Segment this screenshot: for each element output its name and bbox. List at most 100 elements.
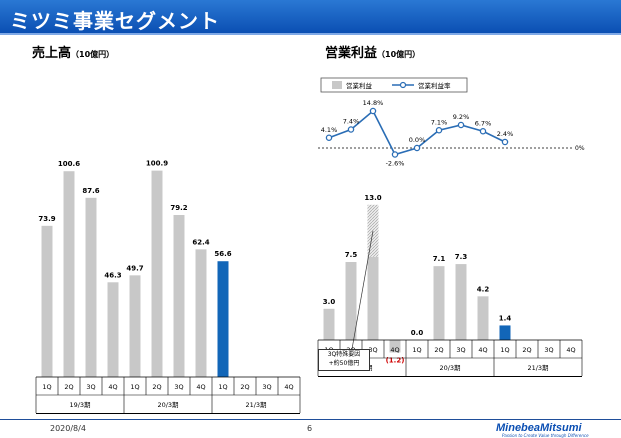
margin-point xyxy=(391,151,399,158)
sales-quarter-label: 4Q xyxy=(108,383,117,391)
op-data-label: 4.2 xyxy=(477,285,490,293)
margin-data-label: 14.8% xyxy=(363,99,384,107)
banner-underline xyxy=(0,33,621,35)
op-data-label: 0.0 xyxy=(411,329,424,337)
title-banner: ミツミ事業セグメント xyxy=(0,0,621,33)
page-title: ミツミ事業セグメント xyxy=(10,9,220,33)
logo-tagline: Passion to Create Value through Differen… xyxy=(502,433,589,438)
op-axis-bottom xyxy=(318,376,582,377)
legend-bar-swatch xyxy=(332,81,342,89)
callout-pointer xyxy=(351,230,374,350)
sales-quarter-label: 3Q xyxy=(86,383,95,391)
margin-data-label: 7.1% xyxy=(431,118,448,126)
sales-quarter-label: 1Q xyxy=(42,383,51,391)
sales-data-label: 73.9 xyxy=(38,215,55,223)
op-quarter-label: 2Q xyxy=(434,346,443,354)
sales-data-label: 87.6 xyxy=(82,187,99,195)
legend-bar-label: 営業利益 xyxy=(346,81,373,90)
op-data-label: 3.0 xyxy=(323,298,336,306)
op-bar-special-factor xyxy=(367,204,379,257)
op-data-label: 7.3 xyxy=(455,253,468,261)
sales-quarter-label: 2Q xyxy=(240,383,249,391)
op-quarter-label: 3Q xyxy=(544,346,553,354)
sales-quarter-label: 3Q xyxy=(174,383,183,391)
margin-zero-label: 0% xyxy=(575,145,585,152)
legend-line-label: 営業利益率 xyxy=(418,81,451,90)
op-bar-negative xyxy=(389,340,401,353)
legend-line-marker xyxy=(399,81,407,89)
sales-data-label: 46.3 xyxy=(104,271,121,279)
sales-bar xyxy=(85,197,97,377)
sales-quarter-label: 2Q xyxy=(152,383,161,391)
sales-unit: （10億円） xyxy=(71,50,115,59)
sales-quarter-label: 1Q xyxy=(130,383,139,391)
margin-point xyxy=(501,138,509,146)
margin-data-label: 9.2% xyxy=(453,113,470,121)
legend: 営業利益 営業利益率 xyxy=(320,77,468,93)
sales-quarter-label: 1Q xyxy=(218,383,227,391)
sales-bar xyxy=(63,171,75,377)
margin-point xyxy=(479,127,487,135)
sales-fiscal-year-label: 21/3期 xyxy=(245,401,267,409)
callout-line2: +約50億円 xyxy=(328,360,360,367)
sales-quarter-label: 4Q xyxy=(196,383,205,391)
op-quarter-label: 1Q xyxy=(412,346,421,354)
op-bar xyxy=(367,256,379,340)
sales-title: 売上高（10億円） xyxy=(32,42,114,61)
sales-data-label: 100.6 xyxy=(58,160,80,168)
op-unit: （10億円） xyxy=(377,50,421,59)
op-quarter-label: 4Q xyxy=(478,346,487,354)
sales-data-label: 100.9 xyxy=(146,160,168,168)
op-quarter-label: 2Q xyxy=(522,346,531,354)
sales-title-text: 売上高 xyxy=(32,46,72,61)
sales-bar xyxy=(41,225,53,377)
margin-point xyxy=(435,127,443,134)
footer-line xyxy=(0,419,621,420)
op-bar xyxy=(323,308,335,340)
op-quarter-label: 3Q xyxy=(368,346,377,354)
margin-chart: 0% 4.1% 7.4% 14.8% -2.6% 0.0% 7.1% 9.2% 6.7% 2.4% xyxy=(318,99,585,168)
sales-data-label: 56.6 xyxy=(214,250,231,258)
op-quarter-label: 3Q xyxy=(456,346,465,354)
sales-bar xyxy=(151,170,163,377)
sales-bar xyxy=(129,275,141,377)
op-quarter-label: 4Q xyxy=(390,346,399,354)
special-factor-callout: 3Q特殊要因 +約50億円 xyxy=(318,349,370,371)
sales-bar xyxy=(217,261,229,377)
sales-data-label: 49.7 xyxy=(126,264,143,272)
margin-point xyxy=(325,134,333,141)
op-data-label: 7.1 xyxy=(433,255,446,263)
sales-chart: 73.9 100.6 87.6 46.3 49.7 100.9 79.2 62.4 56.6 1Q… xyxy=(35,160,301,414)
margin-point xyxy=(457,121,465,129)
margin-point xyxy=(369,107,377,115)
sales-quarter-label: 2Q xyxy=(64,383,73,391)
op-quarter-label: 1Q xyxy=(500,346,509,354)
op-data-label: 13.0 xyxy=(364,194,381,202)
margin-data-label: 7.4% xyxy=(343,118,360,126)
sales-bar xyxy=(107,282,119,377)
op-bar xyxy=(345,262,357,340)
sales-axis-bottom xyxy=(36,413,300,414)
op-title-text: 営業利益 xyxy=(325,46,378,61)
sales-quarter-label: 3Q xyxy=(262,383,271,391)
margin-point xyxy=(413,144,421,152)
op-data-label: 1.4 xyxy=(499,314,512,322)
sales-bar xyxy=(173,215,185,377)
sales-fiscal-year-label: 20/3期 xyxy=(157,401,179,409)
sales-data-label: 79.2 xyxy=(170,204,187,212)
op-fiscal-year-label: 21/3期 xyxy=(527,364,549,372)
footer-date: 2020/8/4 xyxy=(50,424,86,433)
op-bar xyxy=(455,264,467,340)
op-chart: 3.0 7.5 13.0 (1.2) 0.0 7.1 7.3 4.2 1.4 1Q 2Q 3Q 4Q 1Q… xyxy=(317,194,583,377)
sales-quarter-label: 4Q xyxy=(284,383,293,391)
op-bar xyxy=(433,266,445,340)
company-logo: MinebeaMitsumi xyxy=(496,422,582,434)
op-data-label: 7.5 xyxy=(345,251,358,259)
op-title: 営業利益（10億円） xyxy=(325,42,420,61)
margin-data-label: 2.4% xyxy=(497,130,514,138)
sales-fiscal-year-label: 19/3期 xyxy=(69,401,91,409)
callout-line1: 3Q特殊要因 xyxy=(327,351,361,358)
page-number: 6 xyxy=(307,424,313,433)
margin-point xyxy=(347,126,355,133)
